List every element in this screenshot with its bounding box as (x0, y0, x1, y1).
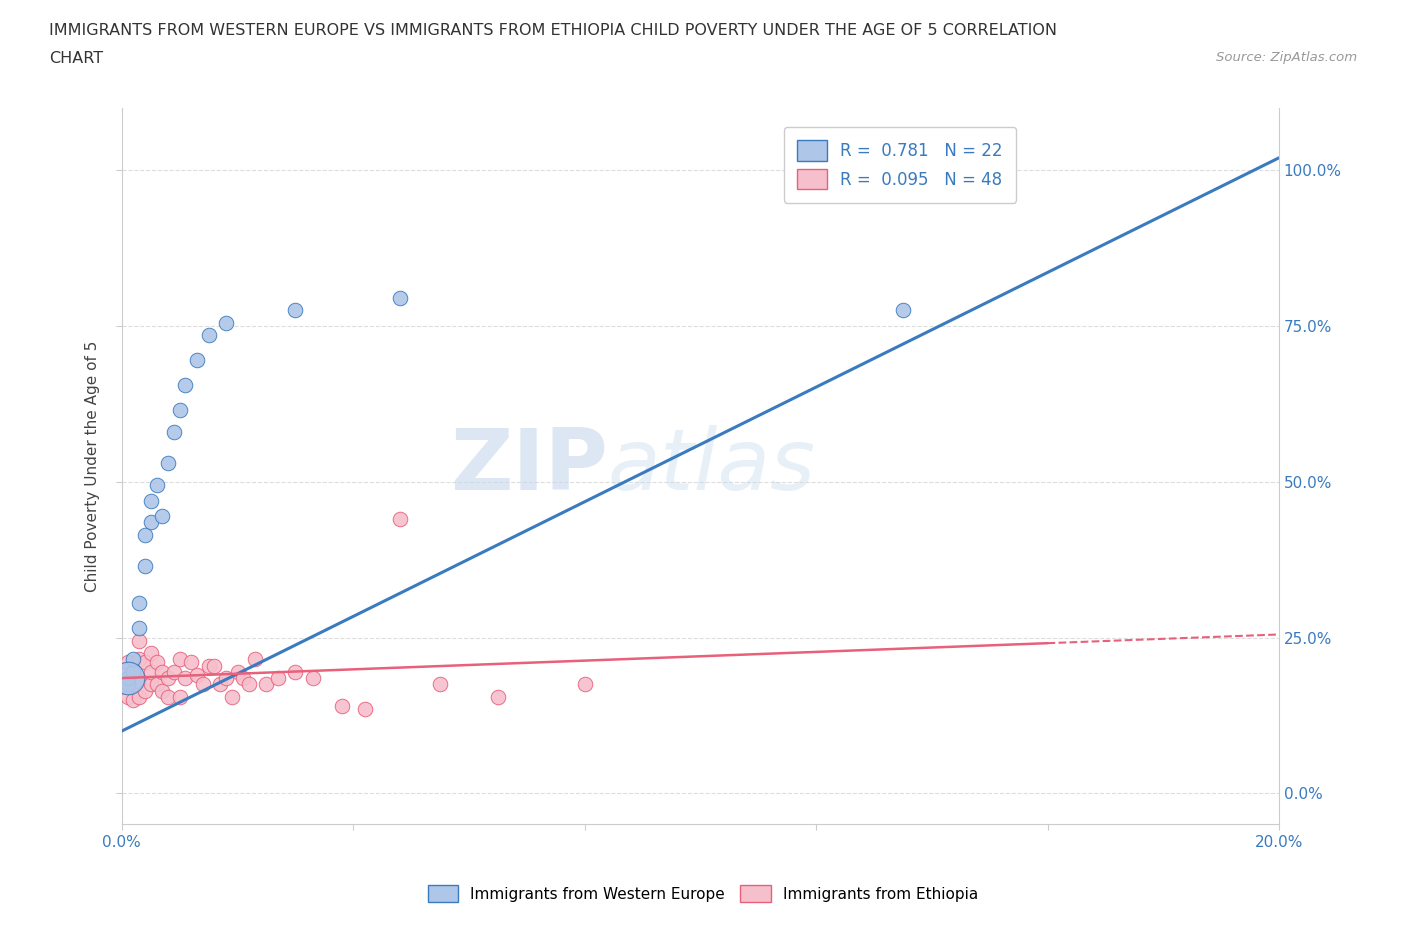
Point (150, 509, 173, 524)
Point (139, 664, 162, 679)
Point (388, 512, 411, 526)
Point (134, 684, 156, 698)
Point (180, 655, 202, 670)
Point (139, 493, 162, 508)
Point (128, 621, 150, 636)
Text: Source: ZipAtlas.com: Source: ZipAtlas.com (1216, 51, 1357, 64)
Point (117, 671, 139, 685)
Point (157, 689, 180, 704)
Point (122, 677, 145, 692)
Point (128, 652, 150, 667)
Point (197, 328, 219, 343)
Point (139, 645, 162, 660)
Point (284, 664, 307, 679)
Point (486, 689, 509, 704)
Point (128, 596, 150, 611)
Point (117, 677, 139, 692)
Y-axis label: Child Poverty Under the Age of 5: Child Poverty Under the Age of 5 (86, 340, 100, 591)
Point (202, 658, 225, 673)
Point (174, 378, 197, 392)
Point (209, 677, 232, 692)
Point (139, 515, 162, 530)
Point (122, 652, 145, 667)
Point (221, 689, 243, 704)
Point (891, 303, 914, 318)
Point (122, 693, 145, 708)
Point (186, 352, 208, 367)
Point (157, 671, 180, 685)
Point (191, 677, 214, 692)
Point (163, 664, 186, 679)
Point (150, 684, 173, 698)
Point (232, 671, 254, 685)
Point (169, 403, 191, 418)
Point (128, 633, 150, 648)
Point (186, 668, 208, 683)
Text: IMMIGRANTS FROM WESTERN EUROPE VS IMMIGRANTS FROM ETHIOPIA CHILD POVERTY UNDER T: IMMIGRANTS FROM WESTERN EUROPE VS IMMIGR… (49, 23, 1057, 38)
Point (128, 673, 150, 688)
Point (197, 658, 219, 673)
Point (330, 698, 353, 713)
Point (267, 671, 290, 685)
Point (215, 671, 238, 685)
Point (215, 315, 238, 330)
Point (117, 689, 139, 704)
Point (134, 655, 156, 670)
Point (226, 664, 249, 679)
Point (284, 303, 307, 318)
Point (117, 655, 139, 670)
Point (169, 652, 191, 667)
Point (388, 290, 411, 305)
Point (174, 671, 197, 685)
Point (163, 424, 186, 439)
Legend: R =  0.781   N = 22, R =  0.095   N = 48: R = 0.781 N = 22, R = 0.095 N = 48 (783, 127, 1017, 203)
Point (301, 671, 323, 685)
Point (353, 702, 375, 717)
Point (122, 664, 145, 679)
Point (145, 677, 167, 692)
Point (243, 652, 266, 667)
Point (117, 673, 139, 688)
Point (117, 664, 139, 679)
Point (238, 677, 260, 692)
Point (150, 664, 173, 679)
Point (169, 689, 191, 704)
Legend: Immigrants from Western Europe, Immigrants from Ethiopia: Immigrants from Western Europe, Immigran… (422, 879, 984, 909)
Text: ZIP: ZIP (450, 425, 607, 508)
Point (139, 677, 162, 692)
Point (117, 671, 139, 685)
Text: CHART: CHART (49, 51, 103, 66)
Text: atlas: atlas (607, 425, 815, 508)
Point (145, 655, 167, 670)
Point (134, 559, 156, 574)
Point (134, 527, 156, 542)
Point (429, 677, 451, 692)
Point (256, 677, 278, 692)
Point (122, 664, 145, 679)
Point (574, 677, 596, 692)
Point (157, 456, 180, 471)
Point (128, 689, 150, 704)
Point (145, 477, 167, 492)
